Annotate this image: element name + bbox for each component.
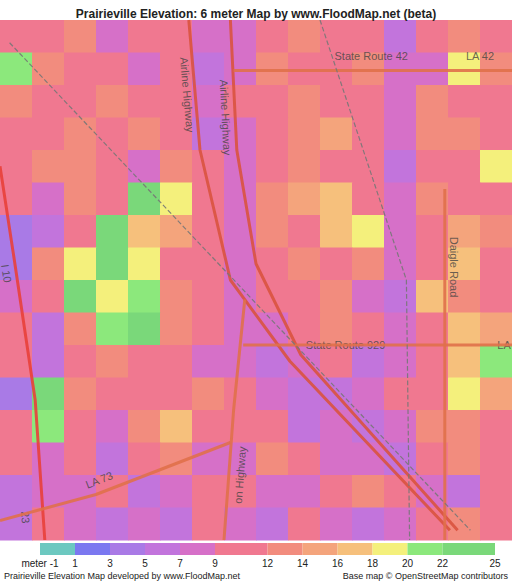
svg-text:State Route 42: State Route 42	[335, 50, 408, 62]
svg-text:12: 12	[262, 558, 274, 569]
svg-text:7: 7	[177, 558, 183, 569]
svg-text:23: 23	[19, 510, 32, 524]
svg-text:16: 16	[332, 558, 344, 569]
svg-text:on Highway: on Highway	[232, 445, 248, 504]
svg-text:9: 9	[212, 558, 218, 569]
svg-text:Airline Highway: Airline Highway	[218, 79, 234, 156]
svg-text:20: 20	[402, 558, 414, 569]
svg-text:meter -1: meter -1	[21, 558, 59, 569]
svg-text:State Route 929: State Route 929	[305, 339, 386, 351]
svg-text:LA: LA	[497, 339, 511, 351]
svg-text:1: 1	[72, 558, 78, 569]
svg-text:Prairieville Elevation Map dev: Prairieville Elevation Map developed by …	[4, 571, 241, 581]
svg-text:18: 18	[367, 558, 379, 569]
svg-text:5: 5	[142, 558, 148, 569]
svg-text:Prairieville Elevation: 6 mete: Prairieville Elevation: 6 meter Map by w…	[76, 7, 436, 21]
svg-text:Daigle Road: Daigle Road	[448, 237, 460, 298]
svg-text:14: 14	[297, 558, 309, 569]
svg-text:LA 42: LA 42	[466, 50, 494, 62]
svg-text:I 10: I 10	[0, 264, 14, 284]
svg-text:22: 22	[437, 558, 449, 569]
svg-text:LA 73: LA 73	[84, 469, 115, 490]
svg-text:Airline Highway: Airline Highway	[178, 56, 197, 133]
svg-text:3: 3	[107, 558, 113, 569]
svg-text:Base map © OpenStreetMap contr: Base map © OpenStreetMap contributors	[343, 571, 509, 581]
svg-text:25: 25	[489, 558, 501, 569]
